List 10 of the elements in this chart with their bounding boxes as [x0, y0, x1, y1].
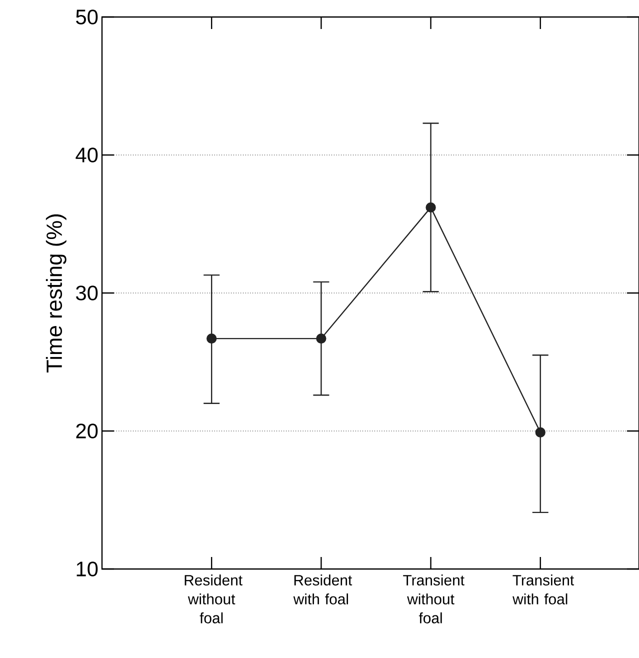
y-tick-label: 40 [76, 148, 98, 162]
y-tick-label: 50 [76, 10, 98, 24]
y-tick-label: 30 [76, 286, 98, 300]
x-tick-label: Transient with foal [512, 574, 574, 604]
y-tick-label: 20 [76, 424, 98, 438]
y-tick-label: 10 [76, 562, 98, 576]
x-tick-label: Transient without foal [403, 574, 464, 624]
x-tick-label: Resident with foal [293, 574, 352, 604]
x-tick-label: Resident without foal [184, 574, 242, 624]
y-axis-title: Time resting (%) [46, 214, 66, 372]
